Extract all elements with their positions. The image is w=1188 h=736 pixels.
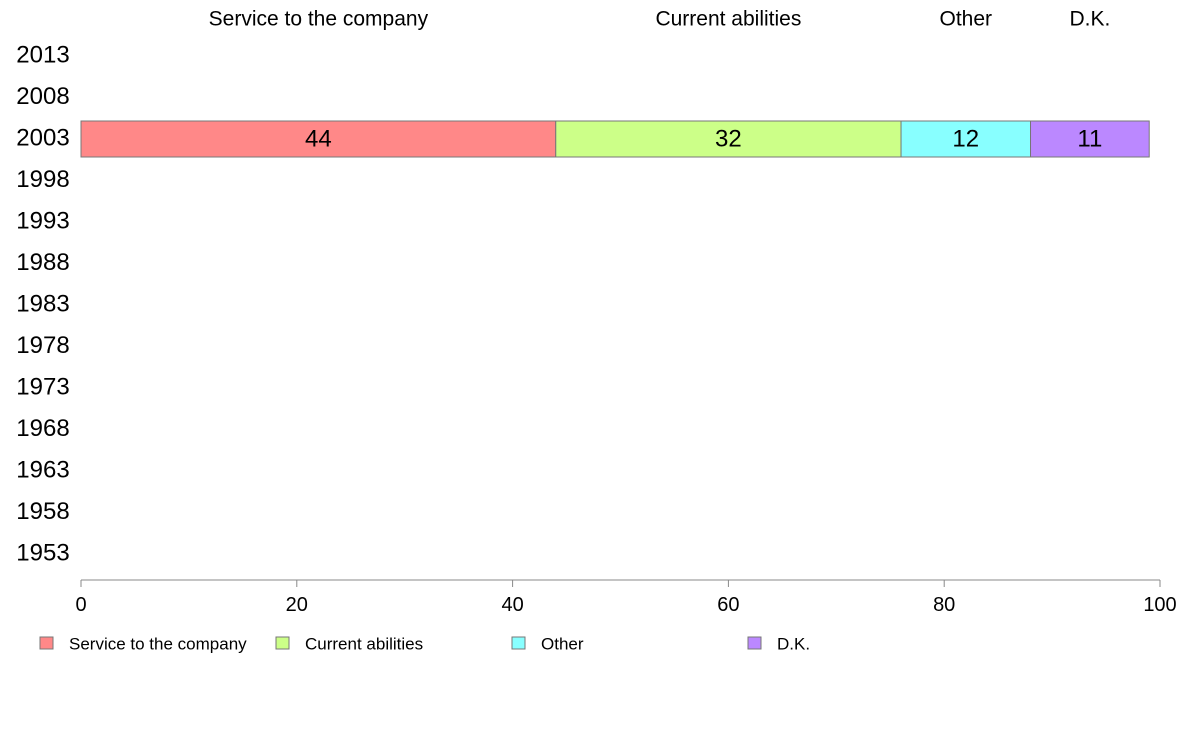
y-tick-label: 1998: [16, 166, 69, 193]
y-tick-label: 1988: [16, 249, 69, 276]
column-header-label: Service to the company: [209, 8, 429, 31]
column-header-label: Current abilities: [655, 8, 801, 31]
y-tick-label: 1983: [16, 291, 69, 318]
legend-swatch: [747, 636, 762, 650]
legend-label: Service to the company: [69, 635, 247, 654]
y-tick-label: 2003: [16, 125, 69, 152]
y-tick-label: 1993: [16, 208, 69, 235]
y-tick-label: 1963: [16, 457, 69, 484]
legend-label: Other: [541, 635, 584, 654]
bar-value-label: 32: [715, 126, 742, 153]
legend-swatch: [39, 636, 54, 650]
bars: 44 32 12 11: [80, 120, 1150, 158]
y-tick-label: 1978: [16, 332, 69, 359]
legend-label: Current abilities: [305, 635, 423, 654]
y-tick-label: 2013: [16, 42, 69, 69]
column-header-label: D.K.: [1069, 8, 1110, 31]
y-tick-label: 1973: [16, 374, 69, 401]
column-header-label: Other: [940, 8, 993, 31]
x-tick-label: 100: [1143, 594, 1176, 616]
y-axis-labels: 2013 2008 2003 1998 1993 1988 1983 1978 1973 1968…: [16, 42, 69, 567]
y-tick-label: 1968: [16, 415, 69, 442]
x-tick-label: 80: [933, 594, 955, 616]
y-tick-label: 1953: [16, 540, 69, 567]
bar-segment: [80, 120, 557, 158]
bar-value-label: 12: [952, 126, 979, 153]
legend-swatch: [275, 636, 290, 650]
x-axis: 0 20 40 60 80 100: [75, 579, 1177, 616]
bar-value-label: 44: [305, 126, 332, 153]
legend-label: D.K.: [777, 635, 810, 654]
bar-segment: [555, 120, 902, 158]
bar-value-label: 11: [1077, 126, 1102, 153]
legend-swatch: [511, 636, 526, 650]
bar-segment: [1030, 120, 1150, 158]
legend: Service to the company Current abilities O…: [39, 635, 810, 654]
top-labels: Service to the company Current abilities O…: [209, 8, 1111, 31]
x-tick-label: 40: [501, 594, 523, 616]
x-tick-label: 60: [717, 594, 739, 616]
bar-segment: [900, 120, 1032, 158]
x-tick-label: 0: [75, 594, 86, 616]
x-tick-label: 20: [286, 594, 308, 616]
y-tick-label: 1958: [16, 498, 69, 525]
y-tick-label: 2008: [16, 83, 69, 110]
